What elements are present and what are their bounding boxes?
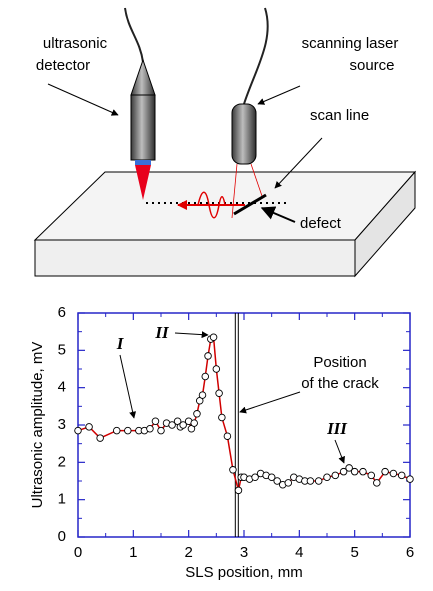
x-tick-label: 2 [184, 544, 192, 561]
data-point [168, 421, 176, 429]
data-point [381, 467, 389, 476]
data-point [314, 477, 323, 485]
data-point [209, 333, 218, 342]
detector-body [130, 94, 156, 161]
label: source [349, 57, 394, 74]
y-tick-label: 0 [58, 528, 66, 545]
data-point [223, 432, 232, 440]
annotation: Position [313, 354, 366, 371]
annotation: III [326, 419, 348, 438]
data-point [251, 473, 259, 482]
data-point [339, 467, 348, 476]
data-point [234, 486, 243, 495]
slab-front [34, 239, 356, 277]
x-tick-label: 0 [74, 544, 82, 561]
label: scan line [310, 107, 369, 124]
detector-tip [135, 160, 151, 165]
data-point [124, 426, 132, 435]
chart: 0 1 2 3 4 5 6 0 1 2 3 4 5 6 SLS position, mm Ultrasonic… [29, 304, 414, 581]
data-point [198, 391, 207, 399]
annotation: of the crack [301, 375, 379, 392]
data-line [77, 335, 411, 491]
leader [260, 206, 296, 223]
data-point [397, 471, 406, 480]
x-tick-label: 5 [350, 544, 358, 561]
data-point [373, 479, 381, 487]
plot-frame [77, 312, 411, 538]
data-point [229, 466, 237, 474]
data-point [389, 469, 398, 478]
annotation-arrow [334, 439, 345, 464]
data-point [190, 419, 198, 427]
defect [233, 193, 267, 216]
data-point [267, 473, 276, 482]
data-point [345, 464, 353, 472]
laser-cable [243, 7, 269, 105]
label: ultrasonic [43, 35, 108, 52]
data-point [96, 434, 104, 442]
data-point [350, 467, 359, 476]
data-point [406, 475, 414, 483]
data-point [331, 471, 340, 480]
annotation-arrow [239, 391, 301, 414]
data-point [359, 467, 367, 476]
data-point [284, 479, 293, 487]
data-point [212, 365, 221, 373]
y-tick-label: 4 [58, 379, 66, 396]
label: detector [36, 57, 90, 74]
data-point [112, 426, 121, 435]
annotation-arrow [119, 354, 137, 419]
detector-cone [130, 58, 156, 96]
annotation: I [116, 334, 125, 353]
x-tick-label: 1 [129, 544, 137, 561]
label: defect [300, 215, 342, 232]
data-point [151, 417, 160, 426]
setup-diagram: ultrasonic detector scanning laser sourc… [33, 7, 417, 278]
x-tick-label: 4 [295, 544, 303, 561]
data-point [201, 372, 210, 381]
data-point [157, 426, 165, 435]
detector-cable [124, 7, 144, 63]
data-point [179, 421, 187, 429]
annotation-arrow [174, 331, 209, 339]
detector-beam [135, 165, 151, 200]
y-tick-label: 3 [58, 416, 66, 433]
leader [274, 137, 323, 189]
y-axis-label: Ultrasonic amplitude, mV [29, 342, 46, 509]
y-tick-label: 1 [58, 491, 66, 508]
y-tick-label: 5 [58, 341, 66, 358]
data-point [306, 477, 315, 485]
data-point [193, 410, 201, 418]
label: scanning laser [302, 35, 399, 52]
data-point [323, 473, 331, 482]
data-point [74, 426, 82, 435]
leader [47, 83, 119, 116]
wave [197, 191, 226, 219]
x-tick-label: 6 [406, 544, 414, 561]
data-point [367, 471, 376, 480]
laser-body [231, 103, 257, 165]
y-tick-label: 6 [58, 304, 66, 321]
laser-beam [231, 163, 263, 219]
data-point [273, 477, 281, 485]
data-point [215, 389, 223, 398]
x-tick-label: 3 [240, 544, 248, 561]
data-point [85, 423, 93, 431]
x-axis-label: SLS position, mm [185, 564, 303, 581]
data-point [204, 352, 212, 360]
data-point [218, 413, 226, 422]
slab-side [354, 170, 416, 278]
leader [257, 85, 301, 105]
y-tick-label: 2 [58, 453, 66, 470]
data-point [146, 424, 154, 433]
annotation: II [154, 323, 170, 342]
